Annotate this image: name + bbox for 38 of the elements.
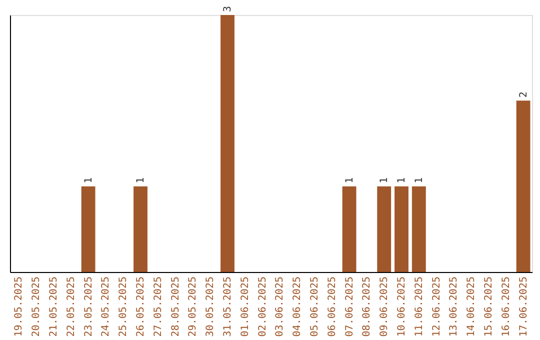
x-tick-label: 31.05.2025 xyxy=(222,276,234,337)
x-tick-label: 20.05.2025 xyxy=(31,276,42,337)
x-tick-label: 11.06.2025 xyxy=(414,276,425,337)
x-tick-label: 08.06.2025 xyxy=(362,276,373,337)
x-tick-label: 28.05.2025 xyxy=(170,276,182,337)
x-tick-label: 21.05.2025 xyxy=(48,276,60,337)
data-label: 3 xyxy=(222,6,234,12)
x-tick-label: 04.06.2025 xyxy=(292,276,304,337)
data-label: 1 xyxy=(344,177,356,184)
data-label: 1 xyxy=(414,177,425,184)
x-tick-label: 09.06.2025 xyxy=(379,276,390,337)
x-tick-label: 17.06.2025 xyxy=(518,276,530,337)
x-tick-label: 14.06.2025 xyxy=(466,276,478,337)
x-tick-label: 06.06.2025 xyxy=(326,276,338,337)
x-tick-label: 26.05.2025 xyxy=(136,276,146,337)
data-label: 1 xyxy=(136,177,146,184)
x-tick-label: 25.05.2025 xyxy=(118,276,130,337)
x-tick-label: 15.06.2025 xyxy=(484,276,494,337)
x-tick-label: 30.05.2025 xyxy=(205,276,216,337)
x-tick-label: 13.06.2025 xyxy=(448,276,460,337)
data-label: 1 xyxy=(83,177,94,184)
data-label: 2 xyxy=(518,92,530,98)
x-tick-label: 27.05.2025 xyxy=(152,276,164,337)
x-tick-label: 12.06.2025 xyxy=(431,276,442,337)
x-tick-label: 07.06.2025 xyxy=(344,276,356,337)
x-tick-label: 05.06.2025 xyxy=(310,276,320,337)
x-tick-label: 03.06.2025 xyxy=(274,276,286,337)
x-tick-label: 19.05.2025 xyxy=(14,276,25,337)
x-tick-label: 10.06.2025 xyxy=(396,276,408,337)
x-tick-label: 16.06.2025 xyxy=(500,276,512,337)
x-tick-label: 22.05.2025 xyxy=(66,276,77,337)
x-tick-label: 24.05.2025 xyxy=(100,276,112,337)
data-label: 1 xyxy=(396,177,408,184)
x-tick-label: 01.06.2025 xyxy=(240,276,251,337)
x-tick-label: 23.05.2025 xyxy=(83,276,94,337)
data-label: 1 xyxy=(379,177,390,184)
x-tick-label: 02.06.2025 xyxy=(257,276,268,337)
x-tick-label: 29.05.2025 xyxy=(188,276,199,337)
